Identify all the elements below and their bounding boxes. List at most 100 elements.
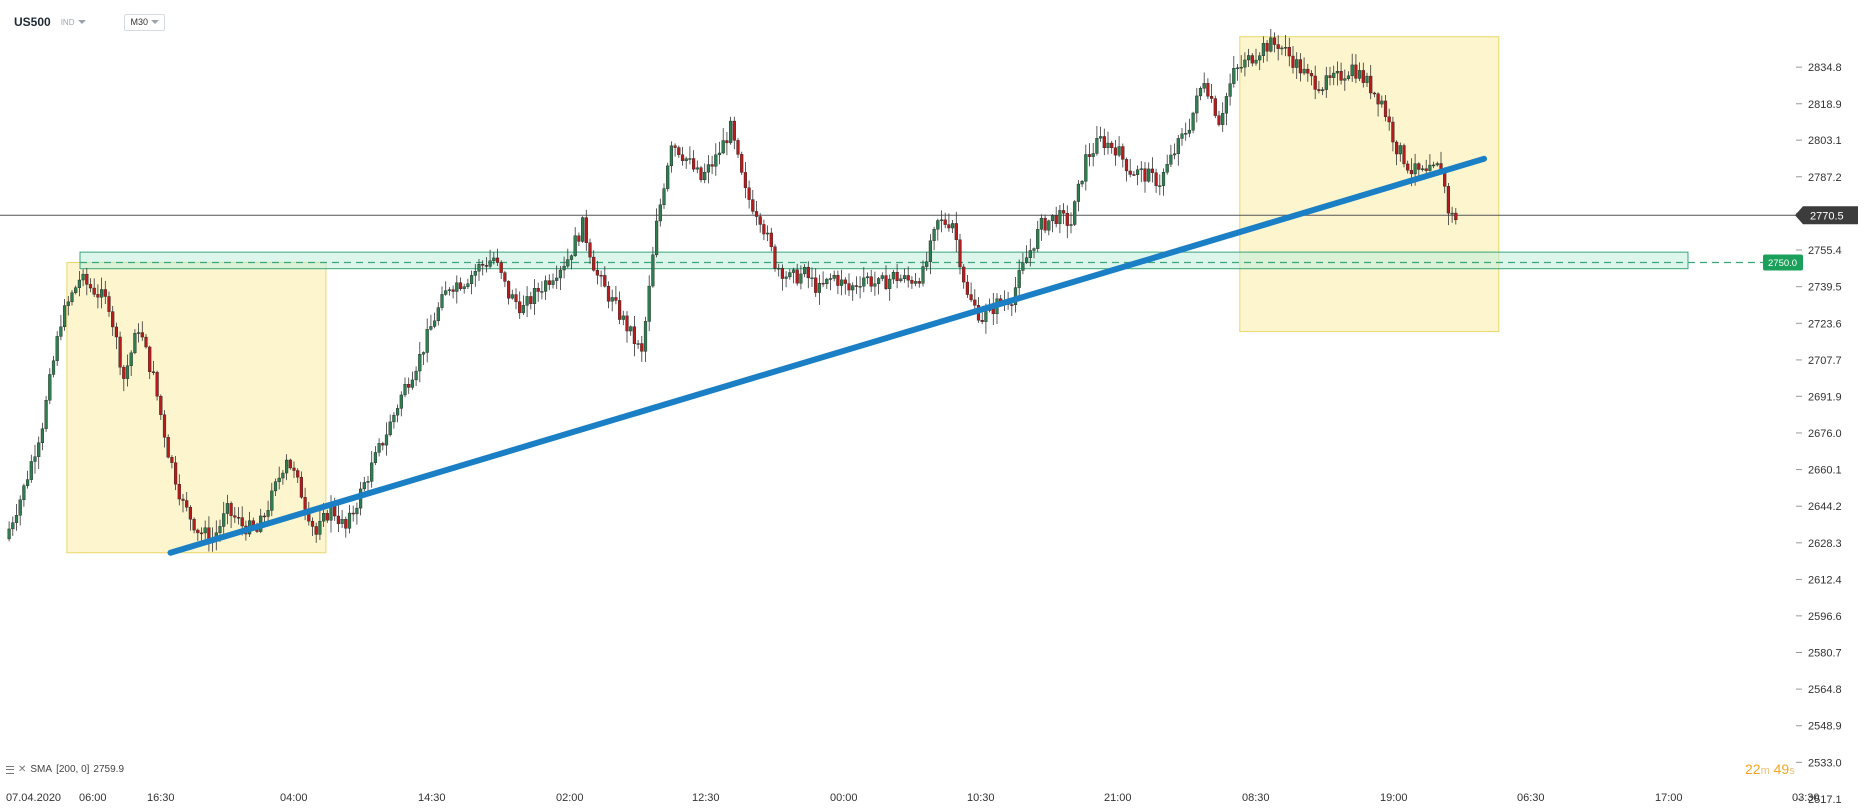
x-tick-label: 06:00: [79, 792, 107, 804]
candle-bullish: [1261, 36, 1265, 63]
support-level-badge: [1763, 254, 1803, 271]
y-tick-label: 2580.7: [1808, 647, 1842, 659]
candle-bullish: [1050, 214, 1055, 233]
x-tick-label: 16:30: [147, 792, 175, 804]
candle-body: [610, 297, 614, 302]
menu-icon[interactable]: [6, 765, 14, 774]
candle-bearish: [795, 263, 799, 286]
y-tick-label: 2739.5: [1808, 282, 1842, 294]
candle-bearish: [1206, 78, 1210, 100]
candle-body: [540, 291, 544, 293]
candle-body: [1354, 64, 1358, 79]
candle-body: [736, 140, 740, 155]
candle-body: [1287, 47, 1291, 57]
candle-body: [1332, 72, 1336, 78]
candle-bearish: [458, 277, 463, 291]
candle-body: [396, 408, 400, 416]
trendline[interactable]: [167, 155, 1487, 556]
candle-body: [488, 260, 492, 267]
candle-body: [273, 481, 278, 492]
candle-body: [1191, 112, 1195, 131]
candles-layer: [7, 29, 1458, 552]
candle-body: [355, 507, 359, 515]
candle-body: [1021, 262, 1025, 271]
candle-bearish: [1369, 64, 1373, 100]
symbol-type[interactable]: IND: [61, 18, 87, 27]
candle-body: [392, 414, 396, 423]
candle-bullish: [51, 355, 56, 378]
candle-body: [1313, 75, 1317, 90]
candle-body: [7, 528, 11, 540]
candle-body: [643, 321, 648, 352]
candle-body: [1328, 75, 1332, 78]
candle-bullish: [1343, 69, 1347, 91]
candle-bearish: [584, 209, 588, 251]
candle-body: [92, 287, 96, 295]
candle-bearish: [1265, 40, 1269, 62]
candle-body: [721, 140, 725, 154]
x-tick-label: 19:00: [1380, 792, 1408, 804]
candle-body: [1117, 146, 1121, 156]
candle-bearish: [1394, 140, 1399, 166]
x-tick-label: 17:00: [1655, 792, 1683, 804]
candle-bearish: [85, 267, 89, 296]
x-tick-label: 08:30: [1242, 792, 1270, 804]
candle-body: [203, 527, 207, 534]
candle-bullish: [1398, 142, 1402, 162]
candle-body: [1309, 73, 1314, 77]
candle-body: [462, 286, 466, 289]
candle-body: [651, 254, 655, 287]
candle-bullish: [1228, 73, 1232, 106]
candle-body: [662, 188, 666, 206]
candle-body: [1198, 88, 1203, 97]
candle-body: [547, 280, 551, 285]
candle-body: [51, 360, 56, 375]
timeframe-select[interactable]: M30: [124, 13, 165, 31]
candle-body: [414, 370, 418, 381]
candle-bearish: [547, 274, 551, 291]
candle-body: [747, 187, 751, 200]
candle-body: [1295, 59, 1299, 68]
candle-bearish: [1424, 159, 1428, 174]
candle-body: [1113, 147, 1117, 156]
candle-body: [477, 264, 481, 272]
candle-body: [370, 462, 374, 482]
candle-body: [599, 275, 603, 277]
candle-body: [939, 219, 944, 222]
candle-bullish: [703, 163, 707, 184]
candle-body: [196, 529, 200, 534]
candle-bullish: [403, 377, 407, 398]
close-icon[interactable]: ✕: [18, 764, 27, 775]
candle-body: [1254, 59, 1258, 64]
candle-bullish: [525, 286, 529, 318]
candle-bearish: [1306, 63, 1310, 82]
candle-bearish: [144, 333, 148, 349]
candle-bearish: [854, 276, 858, 294]
candle-body: [1017, 270, 1021, 288]
candle-bearish: [336, 504, 340, 532]
candle-bullish: [828, 273, 833, 291]
candle-body: [766, 232, 770, 235]
candle-bullish: [1080, 179, 1084, 188]
candle-bearish: [640, 335, 644, 362]
candle-body: [199, 532, 204, 535]
x-tick-label: 04:00: [280, 792, 308, 804]
candle-bullish: [1357, 62, 1362, 82]
candle-body: [673, 145, 677, 148]
candle-body: [1036, 229, 1040, 249]
candle-body: [836, 274, 840, 286]
candle-body: [1206, 83, 1210, 97]
candle-body: [1039, 217, 1043, 230]
candle-bearish: [351, 505, 355, 522]
chart-header: US500 IND M30: [14, 12, 165, 32]
symbol-name[interactable]: US500: [14, 15, 51, 29]
candle-body: [133, 333, 137, 354]
candle-body: [1076, 183, 1080, 202]
candle-body: [754, 211, 759, 217]
candle-body: [1073, 201, 1077, 225]
candle-body: [507, 281, 511, 299]
highlight-zone: [66, 261, 327, 554]
candle-body: [629, 326, 633, 332]
candle-body: [377, 443, 381, 453]
